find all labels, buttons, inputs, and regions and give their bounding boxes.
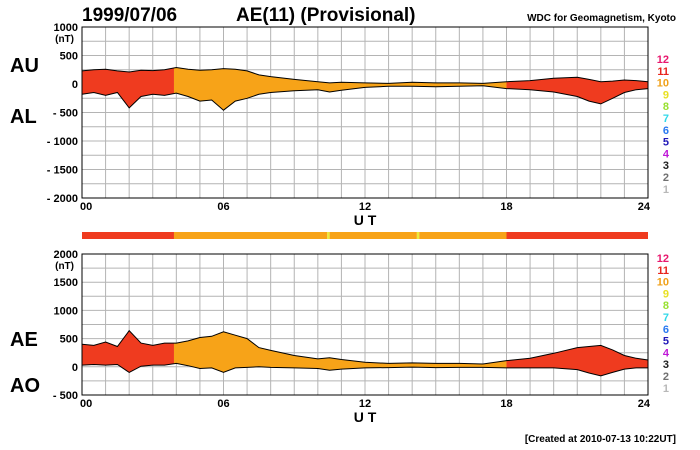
- legend-item: 8: [663, 101, 669, 113]
- x-tick-label: 00: [80, 398, 92, 410]
- series-line-ae: [81, 329, 649, 365]
- plot-frame: [81, 26, 649, 199]
- station-count-bar: [82, 232, 648, 239]
- unit-label: (nT): [55, 34, 74, 45]
- x-tick-label: 18: [500, 398, 512, 410]
- legend-item: 11: [657, 66, 669, 78]
- legend-item: 4: [663, 148, 670, 160]
- legend-item: 9: [663, 288, 669, 300]
- series-label-ao: AO: [10, 375, 40, 397]
- data-source: WDC for Geomagnetism, Kyoto: [527, 13, 676, 24]
- series-line-al: [81, 85, 649, 111]
- chart-title: AE(11) (Provisional): [236, 5, 416, 26]
- legend-item: 1: [663, 383, 669, 395]
- x-tick-label: 06: [217, 398, 229, 410]
- x-tick-label: 24: [638, 398, 651, 410]
- y-tick-label: 0: [72, 79, 78, 91]
- legend-item: 2: [663, 172, 669, 184]
- y-tick-label: - 1000: [47, 136, 78, 148]
- legend-item: 8: [663, 300, 669, 312]
- y-tick-label: - 1500: [47, 165, 78, 177]
- count-bar-segment: [416, 232, 420, 239]
- legend-item: 10: [657, 277, 669, 289]
- x-tick-label: 24: [638, 201, 651, 213]
- x-tick-label: 18: [500, 201, 512, 213]
- y-tick-label: 500: [60, 334, 78, 346]
- ae-ao-panel: 2000 1500 1000 500 0 - 500 (nT) 00 06 12 18 24 U T AE…: [10, 249, 651, 425]
- count-bar-segment: [329, 232, 417, 239]
- x-tick-label: 06: [217, 201, 229, 213]
- x-axis-label: U T: [354, 212, 377, 228]
- legend-item: 5: [663, 137, 669, 149]
- count-bar-segment: [173, 232, 328, 239]
- legend-item: 3: [663, 160, 669, 172]
- y-tick-label: 2000: [54, 249, 78, 261]
- y-tick-label: 0: [72, 362, 78, 374]
- created-timestamp: [Created at 2010-07-13 10:22UT]: [525, 434, 676, 445]
- legend-item: 7: [663, 113, 669, 125]
- y-tick-label: 1000: [54, 305, 78, 317]
- series-label-al: AL: [10, 106, 37, 128]
- legend-item: 6: [663, 324, 669, 336]
- x-tick-label: 12: [359, 398, 371, 410]
- legend-item: 2: [663, 371, 669, 383]
- y-tick-label: - 500: [53, 108, 78, 120]
- legend-item: 5: [663, 336, 669, 348]
- legend-item: 3: [663, 359, 669, 371]
- y-tick-label: 1500: [54, 277, 78, 289]
- legend-item: 12: [657, 54, 669, 66]
- count-bar-segment: [82, 232, 174, 239]
- series-label-ae: AE: [10, 329, 38, 351]
- plot-frame: [81, 253, 649, 396]
- count-bar-segment: [506, 232, 648, 239]
- legend-item: 9: [663, 89, 669, 101]
- legend-item: 10: [657, 78, 669, 90]
- x-tick-label: 00: [80, 201, 92, 213]
- series-label-au: AU: [10, 55, 39, 77]
- series-line-ao: [81, 362, 648, 377]
- count-bar-segment: [419, 232, 507, 239]
- legend-item: 11: [657, 265, 669, 277]
- y-tick-label: - 2000: [47, 193, 78, 205]
- legend-item: 1: [663, 184, 669, 196]
- y-tick-label: 500: [60, 51, 78, 63]
- legend-item: 4: [663, 347, 670, 359]
- series-line-au: [81, 66, 649, 84]
- chart-date: 1999/07/06: [82, 5, 177, 26]
- y-tick-label: 1000: [54, 22, 78, 34]
- au-al-panel: 1000 500 0 - 500 - 1000 - 1500 - 2000 (nT) 00 06 1…: [10, 22, 651, 228]
- y-tick-label: - 500: [53, 390, 78, 402]
- count-bar-segment: [327, 232, 330, 239]
- legend-item: 6: [663, 125, 669, 137]
- legend-item: 7: [663, 312, 669, 324]
- x-axis-label: U T: [354, 409, 377, 425]
- x-tick-label: 12: [359, 201, 371, 213]
- unit-label: (nT): [55, 261, 74, 272]
- legend-item: 12: [657, 253, 669, 265]
